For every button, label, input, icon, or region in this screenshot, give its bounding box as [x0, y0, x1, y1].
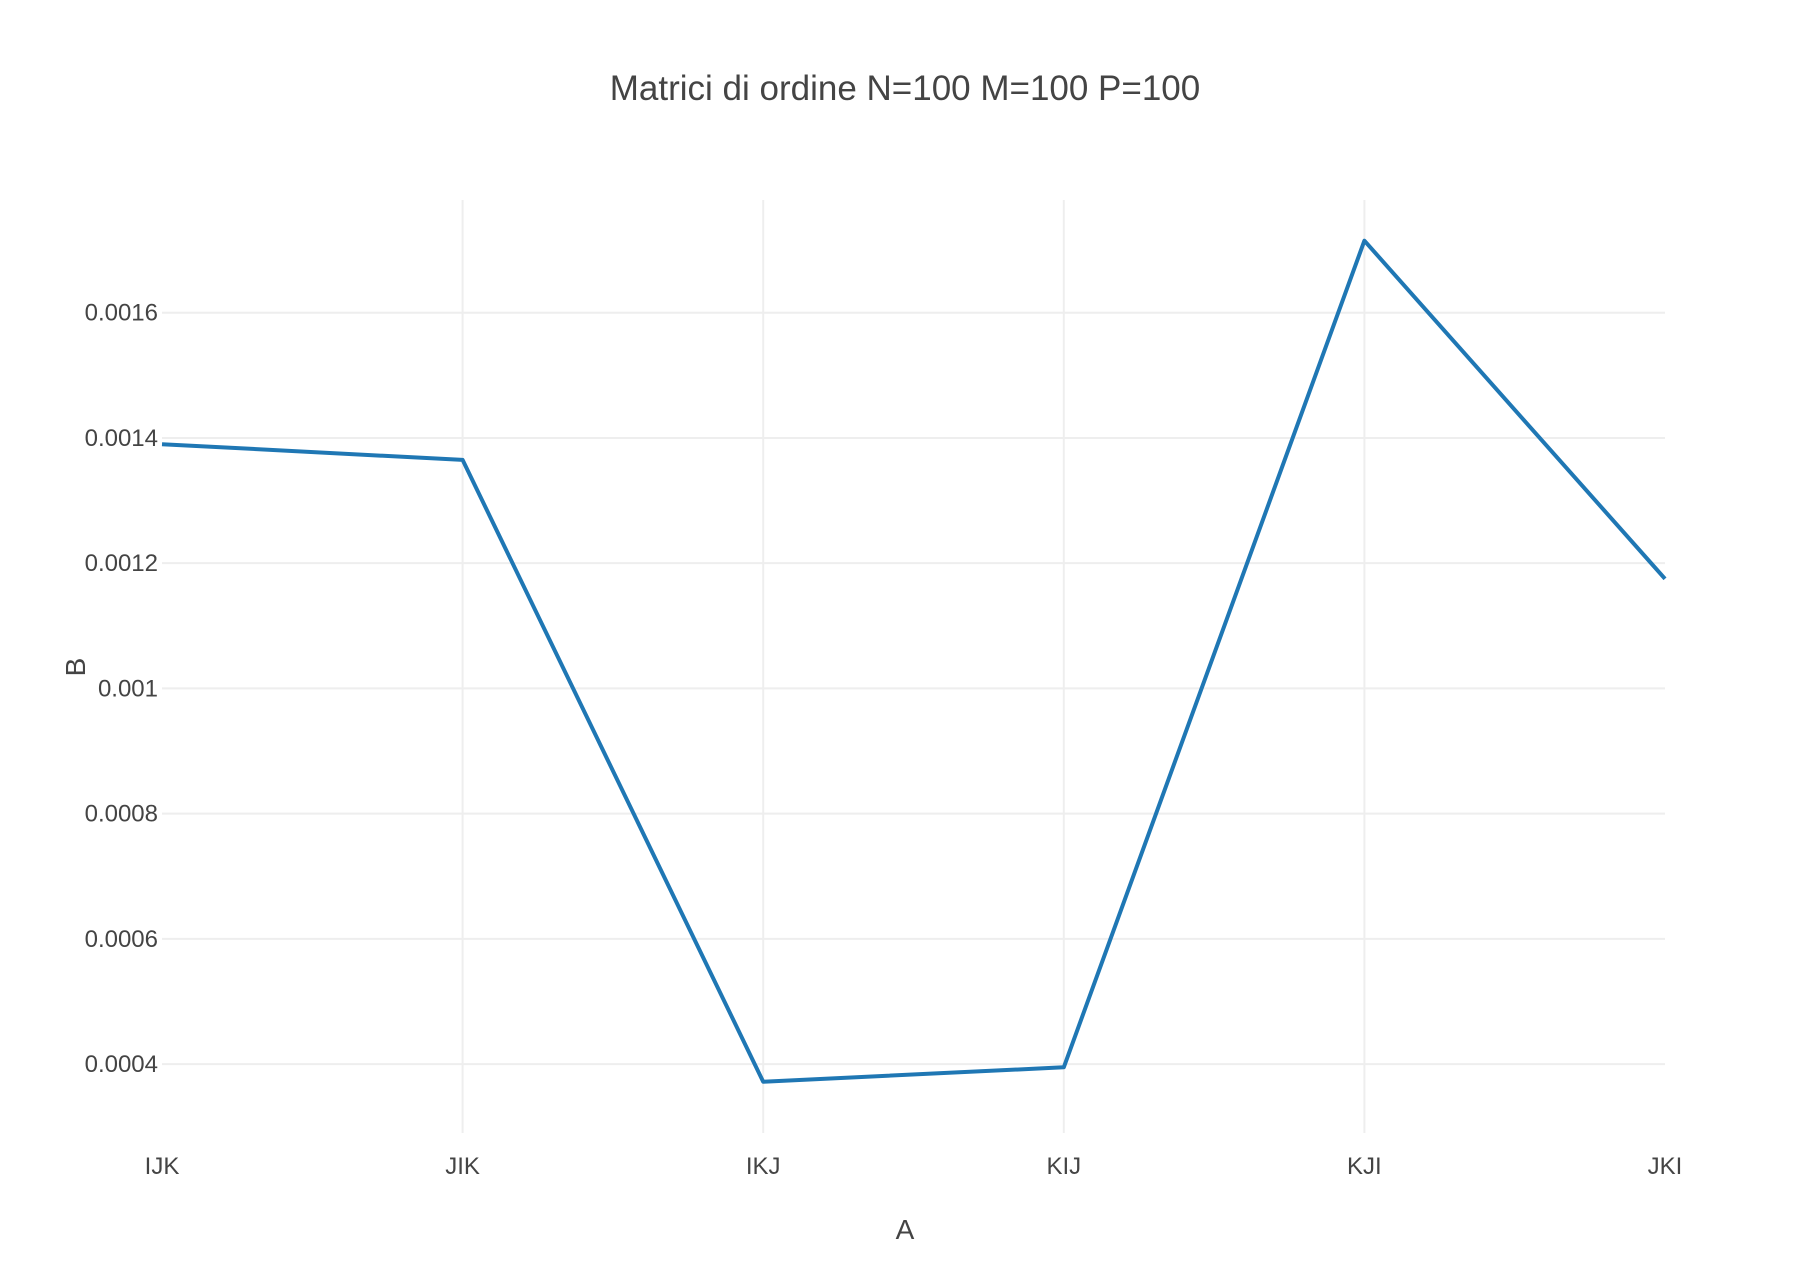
- y-tick-label: 0.0016: [85, 300, 158, 327]
- x-tick-label: JKI: [1648, 1153, 1683, 1180]
- y-tick-label: 0.0004: [85, 1051, 158, 1078]
- x-tick-label: KIJ: [1046, 1153, 1081, 1180]
- x-tick-label: IKJ: [746, 1153, 781, 1180]
- chart-title: Matrici di ordine N=100 M=100 P=100: [610, 69, 1201, 108]
- y-tick-label: 0.001: [98, 675, 158, 702]
- y-tick-label: 0.0014: [85, 425, 158, 452]
- x-tick-labels: IJK JIK IKJ KIJ KJI JKI: [145, 1153, 1683, 1180]
- y-gridlines: [162, 311, 1665, 1066]
- y-tick-labels: 0.0004 0.0006 0.0008 0.001 0.0012 0.0014 0.001…: [85, 300, 158, 1078]
- x-tick-label: KJI: [1347, 1153, 1382, 1180]
- y-tick-label: 0.0008: [85, 801, 158, 828]
- x-axis-title: A: [896, 1214, 915, 1245]
- x-tick-label: JIK: [445, 1153, 480, 1180]
- x-tick-label: IJK: [145, 1153, 180, 1180]
- y-tick-label: 0.0012: [85, 550, 158, 577]
- y-axis-title: B: [60, 658, 91, 677]
- series-layer: [161, 238, 1667, 1084]
- y-tick-label: 0.0006: [85, 926, 158, 953]
- series-line: [161, 238, 1667, 1084]
- x-gridlines: [461, 200, 1366, 1133]
